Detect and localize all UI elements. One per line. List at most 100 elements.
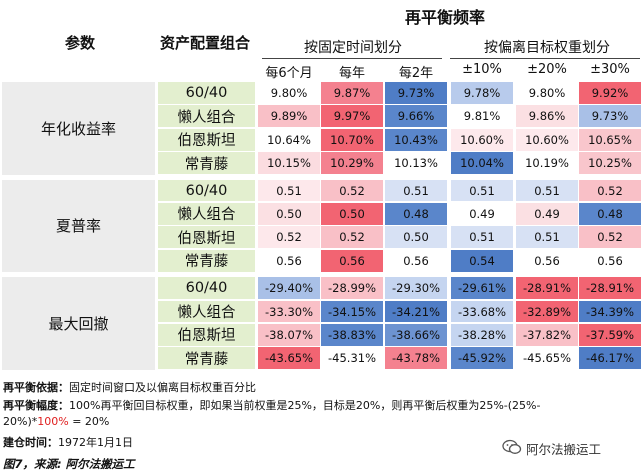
table-cell: -33.68% [451,300,513,323]
table-cell: 9.86% [516,105,578,128]
table-cell: 9.89% [258,105,320,128]
note-start-label: 建仓时间： [3,436,58,449]
table-cell: -38.83% [321,324,383,346]
table-cell: -37.59% [579,324,641,346]
note-magnitude-text-2c: = 20% [68,415,110,428]
table-cell: 0.51 [258,179,320,202]
table-cell: 0.49 [451,203,513,225]
table-cell: 9.73% [579,105,641,128]
note-magnitude: 再平衡幅度：100%再平衡回目标权重，即如果当前权重是25%，目标是20%，则再… [3,397,540,413]
table-cell: -34.21% [385,300,447,323]
portfolio-label: 常青藤 [158,249,255,272]
figure-caption: 图7，来源: 阿尔法搬运工 [3,457,135,471]
table-cell: -29.61% [451,277,513,300]
portfolio-label: 60/40 [158,82,255,104]
portfolio-label: 懒人组合 [158,105,255,128]
table-cell: 0.52 [579,226,641,249]
note-magnitude-text-2b: 100% [37,415,69,428]
table-cell: 0.51 [516,179,578,202]
table-cell: 0.56 [385,249,447,272]
table-cell: 0.50 [385,226,447,249]
table-cell: 0.50 [258,203,320,225]
table-cell: -34.15% [321,300,383,323]
table-cell: -28.91% [516,277,578,300]
portfolio-label: 60/40 [158,179,255,202]
table-cell: 0.56 [579,249,641,272]
table-cell: 0.54 [451,249,513,272]
table-cell: 10.43% [385,128,447,151]
table-cell: -32.89% [516,300,578,323]
table-cell: 10.64% [258,128,320,151]
table-cell: 0.52 [258,226,320,249]
page-title: 再平衡频率 [404,8,485,27]
table-cell: 0.56 [321,249,383,272]
metric-label: 最大回撤 [2,277,155,370]
table-cell: 10.70% [321,128,383,151]
watermark-text: 阿尔法搬运工 [526,442,602,457]
table-cell: 9.80% [258,82,320,104]
table-cell: -46.17% [579,347,641,370]
group-deviation: 按偏离目标权重划分 [484,40,610,56]
table-cell: 0.48 [579,203,641,225]
metric-label: 年化收益率 [2,82,155,175]
column-header: ±10% [462,62,502,77]
table-cell: 10.13% [385,152,447,175]
wechat-icon [502,439,522,455]
note-basis-text: 固定时间窗口及以偏离目标权重百分比 [69,381,256,394]
portfolio-label: 伯恩斯坦 [158,324,255,346]
table-cell: 10.29% [321,152,383,175]
column-header: ±20% [527,62,567,77]
table-cell: 9.92% [579,82,641,104]
table-cell: -29.40% [258,277,320,300]
table-cell: -37.82% [516,324,578,346]
table-cell: -38.28% [451,324,513,346]
table-cell: 0.49 [516,203,578,225]
portfolio-label: 60/40 [158,277,255,300]
table-cell: 0.48 [385,203,447,225]
table-cell: 10.25% [579,152,641,175]
table-cell: -45.65% [516,347,578,370]
table-cell: -28.99% [321,277,383,300]
portfolio-label: 懒人组合 [158,300,255,323]
portfolio-label: 常青藤 [158,152,255,175]
table-cell: -43.78% [385,347,447,370]
note-magnitude-cont: 20%)*100% = 20% [3,415,109,428]
table-cell: 0.52 [579,179,641,202]
table-cell: 9.87% [321,82,383,104]
table-cell: -34.39% [579,300,641,323]
table-cell: -45.31% [321,347,383,370]
table-cell: 10.60% [516,128,578,151]
table-cell: 0.56 [516,249,578,272]
note-magnitude-text: 100%再平衡回目标权重，即如果当前权重是25%，目标是20%，则再平衡后权重为… [69,399,541,412]
table-cell: 9.73% [385,82,447,104]
note-magnitude-label: 再平衡幅度： [3,399,69,412]
table-cell: 10.15% [258,152,320,175]
portfolio-header: 资产配置组合 [159,34,250,52]
table-cell: 0.51 [451,179,513,202]
table-cell: -43.65% [258,347,320,370]
table-cell: 10.60% [451,128,513,151]
table-cell: 10.19% [516,152,578,175]
table-cell: 0.52 [321,179,383,202]
table-cell: 9.80% [516,82,578,104]
table-cell: 0.51 [451,226,513,249]
portfolio-label: 懒人组合 [158,203,255,225]
table-cell: 0.51 [385,179,447,202]
note-basis: 再平衡依据：固定时间窗口及以偏离目标权重百分比 [3,379,256,395]
table-cell: 10.65% [579,128,641,151]
note-start: 建仓时间：1972年1月1日 [3,434,133,450]
table-cell: 0.52 [321,226,383,249]
metric-label: 夏普率 [2,179,155,273]
group-deviation-underline [450,58,640,59]
table-cell: 9.97% [321,105,383,128]
table-cell: -28.91% [579,277,641,300]
table-cell: 0.56 [258,249,320,272]
portfolio-label: 常青藤 [158,347,255,370]
note-start-text: 1972年1月1日 [58,436,133,449]
table-cell: 0.51 [516,226,578,249]
group-fixed-time-underline [262,58,442,59]
column-header: 每年 [338,66,365,81]
table-cell: 10.04% [451,152,513,175]
table-cell: 9.78% [451,82,513,104]
